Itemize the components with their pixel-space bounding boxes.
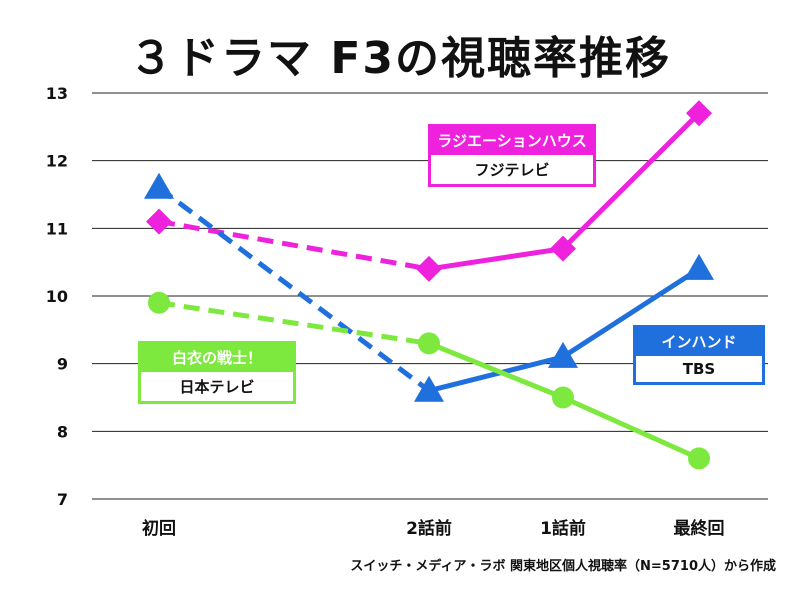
- data-point-triangle: [548, 341, 578, 368]
- data-point-triangle: [684, 253, 714, 280]
- series-lines: [157, 111, 701, 461]
- data-point-circle: [148, 291, 170, 314]
- legend-series-name: 白衣の戦士！: [141, 344, 293, 372]
- x-tick-label: 2話前: [406, 518, 452, 539]
- y-tick-label: 9: [57, 355, 68, 374]
- data-point-diamond: [146, 208, 172, 235]
- x-axis-ticks: 初回 2話前 1話前 最終回: [142, 518, 725, 539]
- data-point-triangle: [144, 172, 174, 199]
- series-line-segment: [158, 300, 430, 346]
- series-line-segment: [428, 246, 564, 272]
- legend-network-name: TBS: [636, 356, 762, 382]
- y-tick-label: 10: [46, 287, 68, 306]
- source-note: スイッチ・メディア・ラボ 関東地区個人視聴率（N=5710人）から作成: [350, 559, 776, 574]
- y-tick-label: 7: [57, 490, 68, 509]
- x-tick-label: 最終回: [674, 518, 725, 539]
- data-point-circle: [552, 386, 574, 409]
- data-point-diamond: [686, 100, 712, 127]
- x-tick-label: 初回: [142, 518, 176, 539]
- series-line-segment: [157, 185, 431, 393]
- data-point-triangle: [414, 375, 444, 402]
- series-line-segment: [428, 341, 564, 400]
- series-line-segment: [158, 219, 430, 272]
- data-point-diamond: [416, 255, 442, 282]
- y-tick-label: 8: [57, 422, 68, 441]
- data-point-diamond: [550, 235, 576, 262]
- series-line-segment: [561, 266, 701, 359]
- data-point-circle: [418, 332, 440, 355]
- y-tick-label: 11: [46, 219, 68, 238]
- legend-in-hand: インハンド TBS: [633, 325, 765, 385]
- legend-hakui-no-senshi: 白衣の戦士！ 日本テレビ: [138, 341, 296, 404]
- legend-network-name: フジテレビ: [431, 155, 593, 184]
- chart-title: ３ドラマ F3の視聴率推移: [129, 33, 671, 84]
- series-line-segment: [561, 111, 701, 251]
- legend-series-name: ラジエーションハウス: [431, 127, 593, 155]
- series-line-segment: [428, 354, 564, 394]
- legend-network-name: 日本テレビ: [141, 372, 293, 401]
- data-point-circle: [688, 447, 710, 470]
- y-tick-label: 13: [46, 84, 68, 103]
- series-line-segment: [561, 395, 701, 461]
- y-tick-label: 12: [46, 152, 68, 171]
- legend-radiation-house: ラジエーションハウス フジテレビ: [428, 124, 596, 187]
- x-tick-label: 1話前: [540, 518, 586, 539]
- y-axis-ticks: 7 8 9 10 11 12 13: [46, 84, 68, 509]
- series-markers: [144, 100, 714, 470]
- legend-series-name: インハンド: [636, 328, 762, 356]
